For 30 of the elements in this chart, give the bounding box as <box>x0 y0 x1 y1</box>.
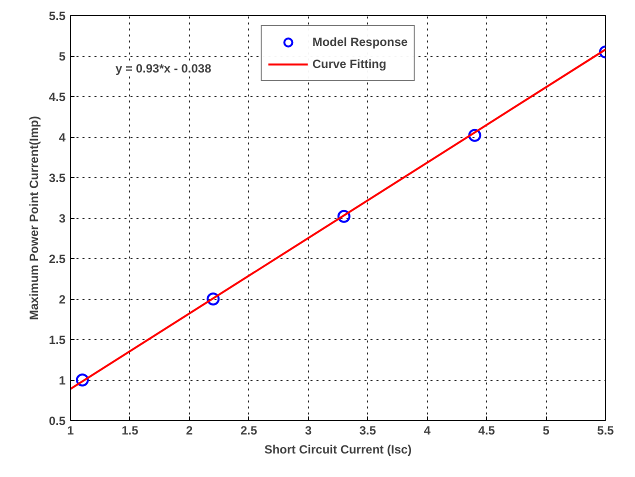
y-tick-label: 3 <box>58 212 66 226</box>
y-tick-label: 5.5 <box>48 9 66 23</box>
point <box>206 292 220 306</box>
annotation: y = 0.93*x - 0.038 <box>116 62 212 76</box>
point <box>76 374 89 386</box>
y-tick-label: 1 <box>58 374 66 388</box>
legend-label: Model Response <box>312 35 408 49</box>
x-tick-label: 1 <box>67 424 74 438</box>
y-tick-label: 0.5 <box>48 414 66 428</box>
y-tick-label: 5 <box>58 50 66 64</box>
y-tick-label: 3.5 <box>48 171 66 185</box>
y-tick-label: 4 <box>58 130 66 144</box>
x-tick-label: 2 <box>186 424 194 438</box>
x-tick-label: 4 <box>424 424 431 438</box>
y-tick-label: 1.5 <box>48 333 66 347</box>
y-axis-title: Maximum Power Point Current(Imp) <box>26 116 41 320</box>
y-tick-label: 2 <box>58 292 66 306</box>
x-axis-title: Short Circuit Current (Isc) <box>264 442 412 456</box>
y-tick-label: 2.5 <box>48 252 66 266</box>
x-tick-label: 3 <box>304 424 312 438</box>
y-tick-label: 4.5 <box>48 90 66 104</box>
point <box>337 210 350 223</box>
x-tick-label: 1.5 <box>122 424 139 438</box>
x-tick-label: 4.5 <box>478 424 496 438</box>
x-tick-label: 3.5 <box>359 424 376 438</box>
x-tick-label: 5.5 <box>597 424 614 438</box>
x-tick-label: 2.5 <box>240 424 258 438</box>
legend-label: Curve Fitting <box>312 57 386 71</box>
point <box>468 128 482 142</box>
x-tick-label: 5 <box>542 424 550 438</box>
